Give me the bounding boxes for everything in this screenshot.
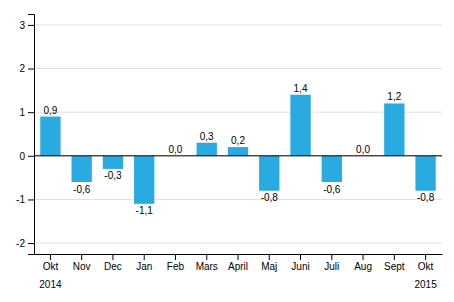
grid-line — [34, 243, 442, 244]
tick-label: 0 — [19, 151, 25, 162]
bar — [103, 156, 123, 169]
tick-mark — [269, 254, 270, 260]
x-tick: Jan — [136, 254, 152, 272]
x-tick: Okt — [418, 254, 434, 272]
tick-label: Juni — [291, 261, 309, 272]
grid-line — [34, 199, 442, 200]
tick-mark — [81, 254, 82, 260]
bar — [40, 117, 60, 156]
bar — [290, 95, 310, 156]
data-label: -0,8 — [261, 192, 279, 203]
tick-mark — [28, 243, 34, 244]
y-tick: 3 — [19, 20, 34, 31]
x-tick: Nov — [73, 254, 91, 272]
tick-mark — [28, 156, 34, 157]
tick-label: April — [228, 261, 248, 272]
x-tick: April — [228, 254, 248, 272]
x-tick: Mars — [196, 254, 218, 272]
tick-mark — [425, 254, 426, 260]
data-label: 0,3 — [200, 131, 214, 142]
tick-mark — [28, 25, 34, 26]
bars — [40, 95, 435, 204]
x-tick: Dec — [104, 254, 122, 272]
data-label: -0,8 — [417, 192, 435, 203]
grid-line — [34, 68, 442, 69]
data-label: -0,6 — [73, 184, 91, 195]
tick-label: 2 — [19, 63, 25, 74]
tick-mark — [331, 254, 332, 260]
tick-mark — [28, 199, 34, 200]
tick-label: Dec — [104, 261, 122, 272]
tick-mark — [175, 254, 176, 260]
data-label: 0,2 — [231, 135, 245, 146]
tick-label: Feb — [167, 261, 185, 272]
tick-label: Okt — [43, 261, 59, 272]
tick-label: -1 — [16, 194, 25, 205]
x-tick: Juli — [324, 254, 339, 272]
zero-line — [34, 155, 442, 156]
tick-mark — [300, 254, 301, 260]
tick-label: Mars — [196, 261, 218, 272]
bar — [197, 143, 217, 156]
bar — [322, 156, 342, 182]
y-tick: 1 — [19, 107, 34, 118]
tick-label: Maj — [261, 261, 277, 272]
data-label: -0,3 — [104, 170, 122, 181]
data-label: 1,4 — [294, 83, 308, 94]
y-axis: -2 -1 0 1 2 3 — [16, 15, 34, 255]
grid-line — [34, 155, 442, 156]
data-label: 0,9 — [43, 105, 57, 116]
chart: -2 -1 0 1 2 3 Okt Nov Dec Jan Feb Mars April Maj Juni J… — [0, 0, 454, 302]
y-tick: 0 — [19, 151, 34, 162]
data-label: -1,1 — [136, 205, 154, 216]
tick-label: Jan — [136, 261, 152, 272]
bar — [384, 103, 404, 155]
tick-label: 3 — [19, 20, 25, 31]
tick-label: Aug — [354, 261, 372, 272]
year-label: 2015 — [414, 279, 437, 290]
grid-line — [34, 112, 442, 113]
y-tick: 2 — [19, 63, 34, 74]
data-label: 1,2 — [387, 91, 401, 102]
tick-mark — [144, 254, 145, 260]
tick-label: 1 — [19, 107, 25, 118]
tick-mark — [50, 254, 51, 260]
tick-label: Juli — [324, 261, 339, 272]
y-tick: -2 — [16, 238, 34, 249]
tick-mark — [28, 112, 34, 113]
y-tick: -1 — [16, 194, 34, 205]
bar — [134, 156, 154, 204]
x-tick: Sept — [384, 254, 405, 272]
tick-label: Nov — [73, 261, 91, 272]
bar — [228, 147, 248, 156]
tick-mark — [206, 254, 207, 260]
tick-mark — [394, 254, 395, 260]
annotations: 2014 2015 — [39, 279, 437, 290]
data-label: -0,6 — [323, 184, 341, 195]
data-label: 0,0 — [169, 144, 183, 155]
x-axis: Okt Nov Dec Jan Feb Mars April Maj Juni Juli Aug Se… — [35, 254, 443, 272]
x-tick: Aug — [354, 254, 372, 272]
axis-line — [28, 15, 35, 255]
x-tick: Feb — [167, 254, 185, 272]
data-labels: 0,9 -0,6 -0,3 -1,1 0,0 0,3 0,2 -0,8 1,4 -0,6 0,0 1,… — [43, 83, 434, 217]
grid-line — [34, 24, 442, 25]
x-tick: Maj — [261, 254, 277, 272]
bar — [72, 156, 92, 182]
x-tick: Juni — [291, 254, 309, 272]
x-tick: Okt — [43, 254, 59, 272]
tick-mark — [363, 254, 364, 260]
bar — [259, 156, 279, 191]
data-label: 0,0 — [356, 144, 370, 155]
tick-mark — [112, 254, 113, 260]
tick-label: Sept — [384, 261, 405, 272]
tick-mark — [28, 69, 34, 70]
bar — [415, 156, 435, 191]
tick-mark — [238, 254, 239, 260]
tick-label: -2 — [16, 238, 25, 249]
year-label: 2014 — [39, 279, 62, 290]
plot: -2 -1 0 1 2 3 Okt Nov Dec Jan Feb Mars April Maj Juni J… — [16, 15, 442, 291]
grid — [34, 25, 442, 243]
tick-label: Okt — [418, 261, 434, 272]
